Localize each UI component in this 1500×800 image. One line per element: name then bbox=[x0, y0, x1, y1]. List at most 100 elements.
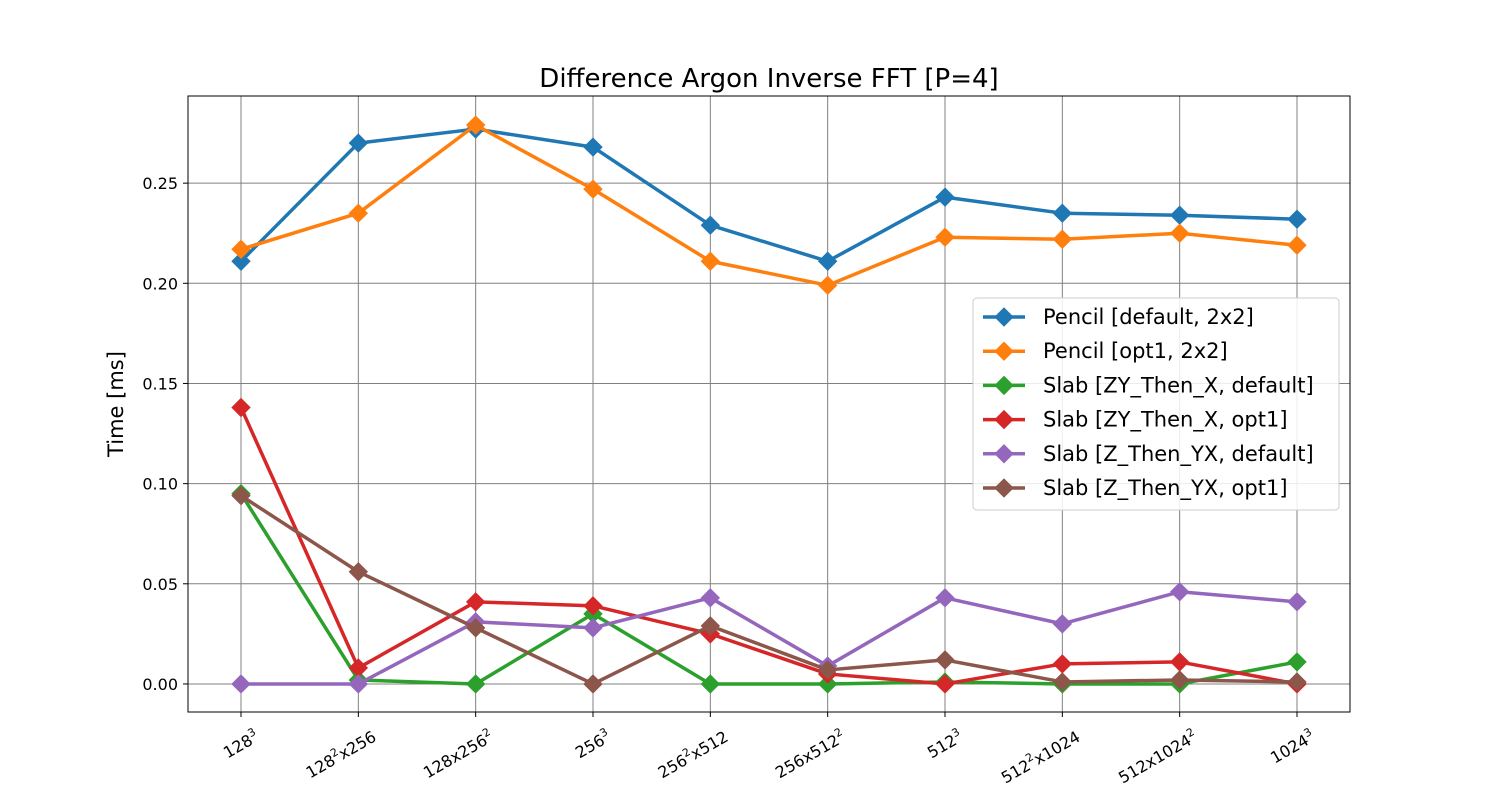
y-tick-label: 0.20 bbox=[142, 274, 178, 293]
legend: Pencil [default, 2x2] Pencil [opt1, 2x2] S… bbox=[972, 297, 1340, 511]
legend-swatch-marker bbox=[994, 375, 1014, 396]
series-line bbox=[239, 493, 1299, 686]
x-tick-label: 1283 bbox=[219, 725, 262, 762]
series-line bbox=[239, 123, 1299, 288]
plot-frame bbox=[187, 95, 1351, 713]
data-point bbox=[231, 397, 251, 418]
data-point bbox=[348, 658, 369, 678]
series-5 bbox=[231, 582, 1307, 694]
data-point bbox=[348, 562, 369, 582]
data-point bbox=[935, 674, 955, 694]
legend-item: Slab [ZY_Then_X, default] bbox=[983, 373, 1314, 398]
data-point bbox=[817, 251, 838, 271]
x-tick-label-rest: x1024 bbox=[1030, 727, 1083, 769]
chart-title: Difference Argon Inverse FFT [P=4] bbox=[539, 64, 998, 94]
y-tick-label: 0.15 bbox=[142, 374, 178, 393]
data-point bbox=[583, 596, 603, 616]
legend-item: Pencil [default, 2x2] bbox=[983, 305, 1254, 329]
legend-label: Slab [Z_Then_YX, default] bbox=[1043, 442, 1314, 467]
legend-label: Slab [ZY_Then_X, opt1] bbox=[1043, 408, 1288, 433]
data-point bbox=[348, 133, 369, 153]
legend-label: Slab [Z_Then_YX, opt1] bbox=[1043, 476, 1288, 501]
x-tick-label-rest: x256 bbox=[335, 727, 379, 763]
x-tick-label-rest: x512 bbox=[687, 727, 731, 763]
data-point bbox=[465, 592, 486, 612]
data-point bbox=[1287, 652, 1307, 672]
legend-label: Pencil [opt1, 2x2] bbox=[1043, 339, 1228, 363]
data-point bbox=[700, 215, 721, 235]
data-point bbox=[1052, 229, 1073, 249]
data-point bbox=[1287, 235, 1307, 255]
data-point bbox=[935, 227, 955, 247]
data-point bbox=[583, 179, 603, 199]
data-point bbox=[583, 674, 603, 694]
data-point bbox=[1052, 614, 1073, 634]
x-tick-label: 5122x1024 bbox=[997, 725, 1083, 787]
legend-swatch-marker bbox=[994, 409, 1014, 430]
legend-swatch-marker bbox=[994, 341, 1014, 361]
legend-swatch-marker bbox=[994, 307, 1014, 327]
y-tick-label: 0.25 bbox=[142, 174, 178, 193]
x-tick-label-base: 128x256 bbox=[420, 731, 491, 783]
series-line bbox=[239, 590, 1299, 686]
data-point bbox=[700, 588, 721, 608]
x-tick-label: 2563 bbox=[571, 725, 614, 762]
x-tick-label-base: 512x1024 bbox=[1115, 731, 1194, 788]
x-tick-label: 128x2562 bbox=[419, 725, 497, 782]
series-line bbox=[239, 127, 1299, 264]
x-tick-label: 512x10242 bbox=[1114, 725, 1200, 787]
y-tick-label: 0.10 bbox=[142, 475, 178, 494]
data-point bbox=[1169, 223, 1190, 243]
data-point bbox=[1052, 203, 1073, 223]
data-point bbox=[1052, 672, 1073, 692]
data-point bbox=[817, 275, 838, 296]
legend-swatch-marker bbox=[994, 478, 1014, 498]
series-line bbox=[239, 405, 1299, 686]
x-tick-label: 10243 bbox=[1266, 725, 1318, 767]
data-point bbox=[583, 618, 603, 638]
legend-label: Pencil [default, 2x2] bbox=[1043, 305, 1254, 329]
data-point bbox=[348, 674, 369, 694]
legend-label: Slab [ZY_Then_X, default] bbox=[1043, 373, 1314, 398]
data-point bbox=[583, 137, 603, 157]
data-point bbox=[1169, 582, 1190, 602]
data-point bbox=[231, 251, 251, 271]
data-point bbox=[935, 650, 955, 670]
x-tick-label: 1282x256 bbox=[302, 725, 380, 782]
legend-swatch-marker bbox=[994, 444, 1014, 464]
series-lines bbox=[231, 115, 1307, 694]
data-point bbox=[1169, 670, 1190, 690]
data-point bbox=[700, 251, 721, 271]
data-point bbox=[1169, 652, 1190, 672]
legend-item: Pencil [opt1, 2x2] bbox=[983, 339, 1228, 363]
data-point bbox=[465, 115, 486, 135]
data-point bbox=[817, 674, 838, 694]
data-point bbox=[700, 674, 721, 694]
x-tick-label: 5123 bbox=[923, 725, 966, 762]
data-point bbox=[231, 239, 251, 259]
x-tick-label-base: 256x512 bbox=[772, 731, 843, 783]
x-tick-label: 256x5122 bbox=[771, 725, 849, 782]
x-tick-label: 2562x512 bbox=[654, 725, 732, 782]
data-point bbox=[700, 616, 721, 636]
y-axis-title: Time [ms] bbox=[104, 351, 128, 458]
data-point bbox=[1287, 209, 1307, 229]
series-2 bbox=[231, 115, 1307, 296]
data-point bbox=[817, 660, 838, 680]
series-line bbox=[239, 491, 1299, 686]
series-6 bbox=[231, 485, 1307, 694]
data-point bbox=[231, 674, 251, 694]
data-point bbox=[465, 674, 486, 694]
legend-item: Slab [Z_Then_YX, opt1] bbox=[983, 476, 1288, 501]
data-point bbox=[348, 203, 369, 223]
data-point bbox=[935, 187, 955, 207]
y-tick-label: 0.00 bbox=[142, 675, 178, 694]
legend-box bbox=[972, 297, 1340, 511]
data-point bbox=[1169, 205, 1190, 225]
data-point bbox=[231, 485, 251, 506]
data-point bbox=[1287, 672, 1307, 692]
data-point bbox=[1052, 654, 1073, 674]
legend-item: Slab [Z_Then_YX, default] bbox=[983, 442, 1314, 467]
legend-item: Slab [ZY_Then_X, opt1] bbox=[983, 408, 1288, 433]
